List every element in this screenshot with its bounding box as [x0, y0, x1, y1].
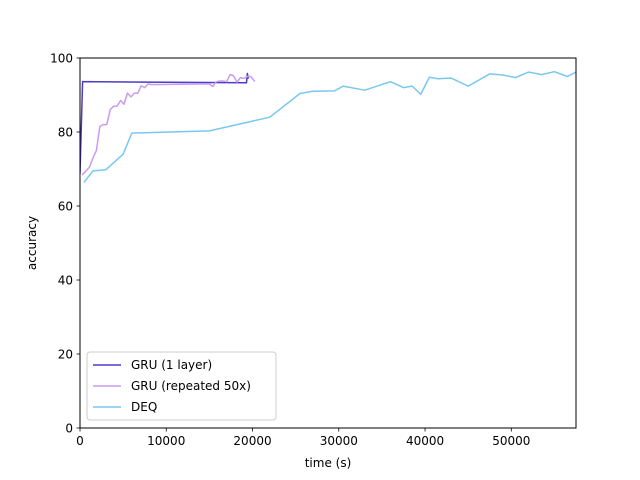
y-tick-label: 80	[58, 126, 73, 140]
legend-box	[86, 351, 277, 421]
y-tick-label: 40	[58, 274, 73, 288]
legend-label-deq: DEQ	[131, 400, 157, 414]
y-tick-label: 0	[65, 422, 73, 436]
legend-label-gru-repeated: GRU (repeated 50x)	[131, 379, 251, 393]
y-tick-label: 20	[58, 348, 73, 362]
x-axis: 0 10000 20000 30000 40000 50000	[76, 428, 530, 448]
legend-label-gru-1-layer: GRU (1 layer)	[131, 358, 212, 372]
y-tick-label: 60	[58, 200, 73, 214]
series-line-0	[80, 72, 250, 174]
x-axis-label: time (s)	[305, 456, 352, 470]
y-axis: 0 20 40 60 80 100	[50, 52, 80, 436]
series-line-1	[81, 73, 256, 176]
x-tick-label: 30000	[320, 434, 358, 448]
y-tick-label: 100	[50, 52, 73, 66]
legend: GRU (1 layer) GRU (repeated 50x) DEQ	[86, 351, 277, 421]
series-layer	[80, 70, 576, 184]
plot-area-frame	[79, 57, 577, 429]
series-line-2	[83, 70, 576, 184]
x-tick-label: 40000	[406, 434, 444, 448]
y-axis-label: accuracy	[25, 216, 39, 270]
x-tick-label: 50000	[492, 434, 530, 448]
x-tick-label: 20000	[233, 434, 271, 448]
x-tick-label: 0	[76, 434, 84, 448]
x-tick-label: 10000	[147, 434, 185, 448]
